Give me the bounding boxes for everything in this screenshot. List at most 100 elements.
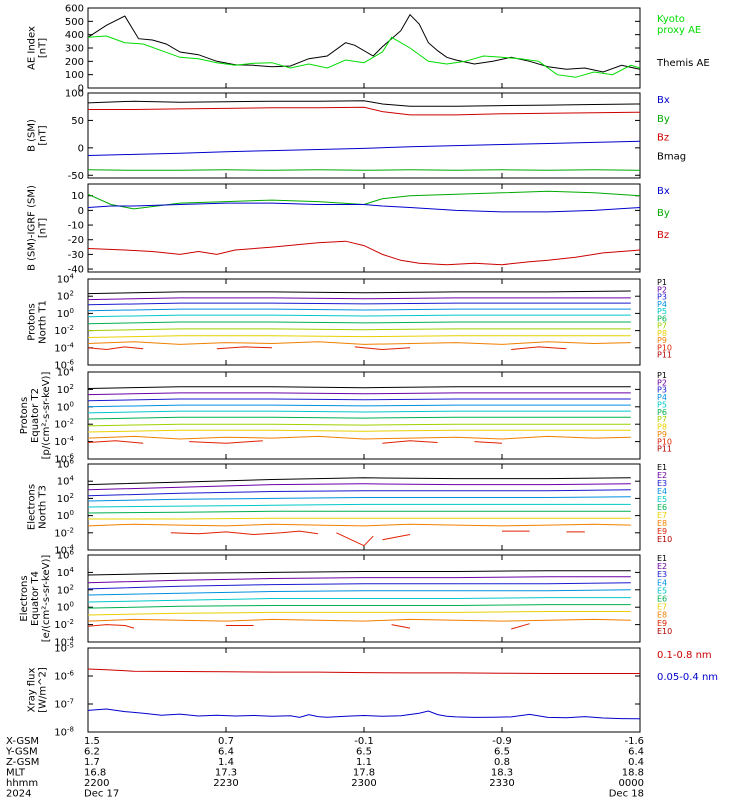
series-line-e6 — [87, 604, 631, 609]
y-tick-base: 10 — [57, 402, 70, 413]
footer-value: 1.1 — [356, 757, 372, 768]
series-line-bmag — [87, 100, 641, 107]
footer-value: 1.4 — [218, 757, 234, 768]
footer-row-label: X-GSM — [6, 736, 39, 747]
footer-value: 6.4 — [218, 747, 234, 758]
y-tick-label: 10-5 — [54, 642, 74, 655]
footer-value: -0.9 — [492, 736, 512, 747]
legend-entry: 0.1-0.8 nm — [657, 650, 712, 661]
legend-entry: Bz — [657, 230, 669, 241]
y-tick-exponent: -6 — [67, 453, 75, 461]
panel-frame — [87, 647, 641, 733]
y-tick-base: 10 — [57, 477, 70, 488]
footer-row-label: MLT — [6, 768, 26, 779]
legend-entry: E10 — [657, 535, 672, 544]
y-tick-exponent: -4 — [67, 544, 75, 552]
y-tick-exponent: 6 — [70, 549, 75, 557]
legend-entry: E7 — [657, 603, 667, 612]
y-axis-label: [nT] — [38, 125, 49, 145]
y-tick-base: 10 — [57, 368, 70, 379]
y-tick-label: -10 — [68, 221, 84, 232]
y-tick-label: 10 — [71, 191, 84, 202]
y-axis-label: AE Index — [27, 26, 38, 70]
series-line-e9c — [382, 534, 411, 541]
series-line-p10d — [511, 346, 567, 350]
footer-value: 6.2 — [84, 747, 100, 758]
y-tick-exponent: 0 — [70, 601, 74, 609]
y-tick-base: 10 — [57, 551, 70, 562]
y-tick-exponent: -2 — [67, 618, 74, 626]
footer-value: 6.5 — [494, 747, 510, 758]
y-tick-label: -20 — [68, 235, 84, 246]
legend-entry: proxy AE — [657, 25, 701, 36]
y-tick-base: 10 — [57, 460, 70, 471]
y-axis-label: [W/m^2] — [38, 667, 49, 713]
y-tick-label: 10-2 — [54, 418, 74, 431]
y-tick-label: 102 — [57, 583, 74, 596]
series-line-e8 — [87, 523, 631, 527]
y-tick-label: 10-4 — [54, 636, 74, 649]
footer-row-label: hhmm — [6, 778, 38, 789]
y-tick-exponent: 2 — [70, 383, 74, 391]
y-axis-label: Xray flux — [27, 668, 38, 713]
legend-entry: E5 — [657, 586, 667, 595]
series-line-bx — [87, 140, 641, 156]
y-tick-label: 10-2 — [54, 324, 74, 337]
series-line-p10d — [474, 441, 503, 444]
panel-frame — [87, 92, 641, 179]
footer-value: 6.5 — [356, 747, 372, 758]
series-line-by — [87, 190, 641, 210]
y-tick-label: 0 — [78, 143, 84, 154]
y-tick-base: 10 — [57, 603, 70, 614]
y-tick-label: 100 — [57, 601, 74, 614]
y-tick-base: 10 — [54, 420, 67, 431]
series-line-p8 — [87, 335, 631, 338]
y-tick-exponent: 2 — [70, 583, 74, 591]
y-tick-label: -50 — [68, 171, 84, 182]
y-axis-label: Equator T2 — [30, 388, 41, 443]
legend-entry: P2 — [657, 285, 667, 294]
y-tick-label: -40 — [68, 265, 84, 276]
series-line-p10 — [87, 440, 144, 444]
y-tick-base: 10 — [57, 385, 70, 396]
legend-entry: E8 — [657, 519, 667, 528]
panel-frame — [87, 463, 641, 551]
series-line-p8 — [87, 429, 631, 433]
series-line-e9c — [391, 624, 411, 629]
y-tick-exponent: -4 — [67, 435, 75, 443]
legend-entry: E8 — [657, 611, 667, 620]
series-line-e9 — [87, 624, 135, 629]
legend-entry: By — [657, 114, 670, 125]
y-tick-label: 106 — [57, 549, 75, 562]
series-line-e3 — [87, 582, 631, 590]
series-line-p3 — [87, 398, 631, 402]
y-tick-base: 10 — [54, 728, 67, 739]
y-tick-exponent: -4 — [67, 341, 75, 349]
y-tick-label: 10-4 — [54, 544, 74, 557]
series-line-e4 — [87, 589, 631, 596]
series-line-p7 — [87, 328, 631, 332]
legend-entry: E6 — [657, 595, 667, 604]
series-line-kyoto-proxy-ae — [87, 35, 641, 78]
panel-2: -50 0 50 100 B (SM) [nT] Bx By Bz Bmag — [27, 89, 687, 182]
series-line-e2 — [87, 483, 631, 491]
series-line-p10 — [87, 346, 144, 351]
legend-entry: P7 — [657, 322, 667, 331]
y-tick-exponent: -6 — [67, 359, 75, 367]
legend-entry: E10 — [657, 627, 672, 636]
footer-value: Dec 17 — [84, 789, 119, 800]
series-line-p10b — [216, 346, 273, 350]
y-tick-label: 100 — [57, 400, 74, 413]
legend-entry: 0.05-0.4 nm — [657, 672, 718, 683]
legend-entry: P3 — [657, 386, 667, 395]
footer-value: 1.5 — [84, 736, 100, 747]
series-line-p10b — [189, 440, 263, 444]
y-tick-label: 200 — [65, 57, 84, 68]
y-axis-label: Protons — [27, 303, 38, 340]
footer-value: Dec 18 — [609, 789, 644, 800]
y-tick-exponent: 0 — [70, 509, 74, 517]
y-tick-base: 10 — [54, 644, 67, 655]
